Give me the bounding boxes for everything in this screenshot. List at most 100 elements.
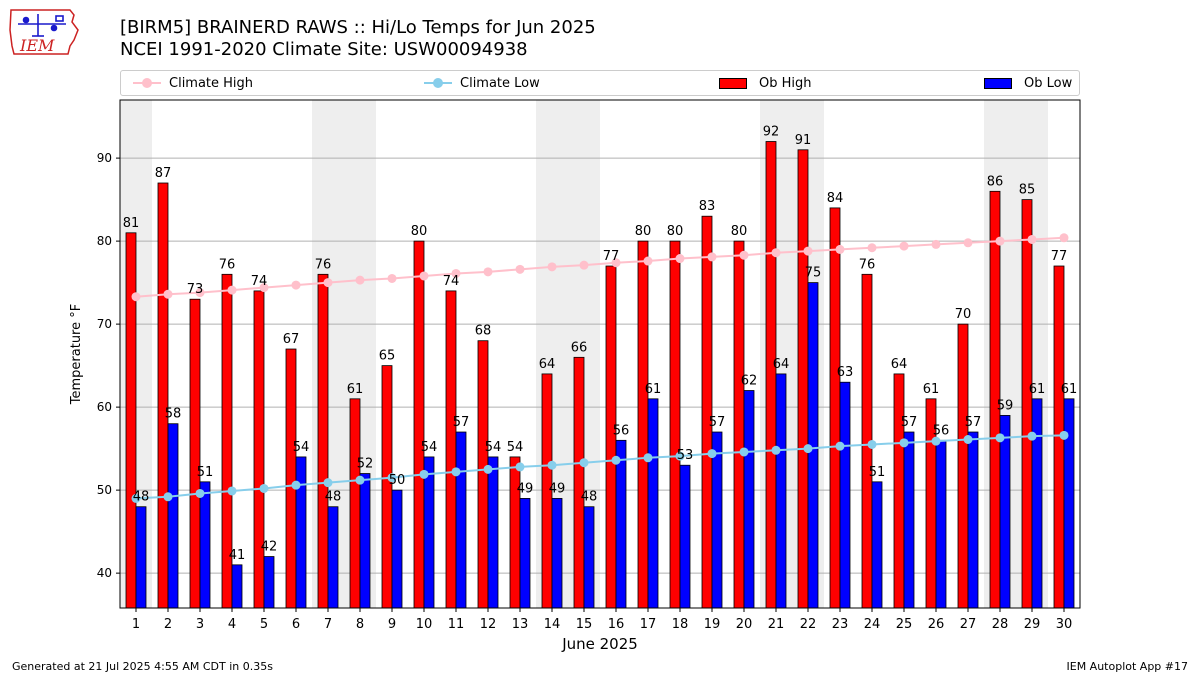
x-tick-label-4: 4 (228, 617, 236, 632)
ob-low-label-3: 51 (197, 465, 214, 480)
x-tick-label-14: 14 (544, 617, 561, 632)
x-tick-label-21: 21 (768, 617, 785, 632)
ob-low-label-18: 53 (677, 448, 694, 463)
ob-low-bar-6 (295, 456, 307, 609)
climate-low-line (135, 434, 1065, 500)
ob-low-bar-23 (839, 381, 851, 609)
ob-high-label-30: 77 (1051, 249, 1068, 264)
ob-low-bar-18 (679, 464, 691, 609)
ob-low-label-9: 50 (389, 473, 406, 488)
climate-low-point-27 (963, 434, 973, 444)
ob-low-bar-12 (487, 456, 499, 609)
x-tick-label-29: 29 (1024, 617, 1041, 632)
climate-high-point-29 (1027, 234, 1037, 244)
x-axis-label: June 2025 (561, 635, 638, 653)
x-tick-label-18: 18 (672, 617, 689, 632)
ob-high-label-17: 80 (635, 224, 652, 239)
ob-high-bar-13 (509, 456, 521, 609)
climate-low-point-10 (419, 469, 429, 479)
ob-high-bar-3 (189, 298, 201, 609)
x-tick-label-6: 6 (292, 617, 300, 632)
ob-high-bar-20 (733, 240, 745, 609)
ob-low-label-20: 62 (741, 374, 758, 389)
ob-high-label-22: 91 (795, 133, 812, 148)
x-tick-label-1: 1 (132, 617, 140, 632)
climate-high-point-25 (899, 241, 909, 251)
ob-low-bar-11 (455, 431, 467, 609)
ob-high-label-15: 66 (571, 340, 588, 355)
climate-high-point-5 (259, 283, 269, 293)
climate-low-point-24 (867, 439, 877, 449)
climate-low-point-26 (931, 436, 941, 446)
ob-high-label-2: 87 (155, 166, 172, 181)
climate-low-point-5 (259, 483, 269, 493)
legend-label-ob-low: Ob Low (1024, 75, 1073, 91)
climate-high-point-12 (483, 267, 493, 277)
climate-high-point-9 (387, 273, 397, 283)
ob-low-label-15: 48 (581, 490, 598, 505)
ob-high-bar-19 (701, 215, 713, 609)
ob-low-bar-2 (167, 423, 179, 609)
ob-low-label-23: 63 (837, 365, 854, 380)
climate-low-point-4 (227, 486, 237, 496)
ob-low-label-28: 59 (997, 398, 1014, 413)
ob-high-label-27: 70 (955, 307, 972, 322)
ob-low-label-29: 61 (1029, 382, 1046, 397)
x-tick-label-15: 15 (576, 617, 593, 632)
x-tick-label-2: 2 (164, 617, 172, 632)
ob-low-bar-4 (231, 564, 243, 609)
ob-high-label-14: 64 (539, 357, 556, 372)
x-tick-label-17: 17 (640, 617, 657, 632)
ob-low-label-11: 57 (453, 415, 470, 430)
ob-high-bar-6 (285, 348, 297, 609)
ob-low-bar-13 (519, 498, 531, 609)
y-tick-label-70: 70 (97, 317, 112, 331)
climate-low-point-15 (579, 458, 589, 468)
x-tick-label-8: 8 (356, 617, 364, 632)
ob-low-bar-9 (391, 489, 403, 609)
ob-high-label-18: 80 (667, 224, 684, 239)
climate-high-point-30 (1059, 233, 1069, 243)
chart-title: [BIRM5] BRAINERD RAWS :: Hi/Lo Temps for… (120, 17, 596, 38)
ob-high-label-24: 76 (859, 257, 876, 272)
climate-low-point-28 (995, 433, 1005, 443)
ob-high-label-20: 80 (731, 224, 748, 239)
climate-low-point-7 (323, 478, 333, 488)
ob-low-label-8: 52 (357, 457, 374, 472)
ob-low-bar-14 (551, 498, 563, 609)
legend-item-climate-high: Climate High (133, 74, 253, 92)
climate-high-point-21 (771, 248, 781, 258)
ob-low-label-17: 61 (645, 382, 662, 397)
climate-high-point-22 (803, 246, 813, 256)
climate-low-point-3 (195, 488, 205, 498)
ob-high-label-4: 76 (219, 257, 236, 272)
ob-high-label-11: 74 (443, 274, 460, 289)
footer-generated-text: Generated at 21 Jul 2025 4:55 AM CDT in … (12, 660, 273, 673)
ob-high-label-28: 86 (987, 174, 1004, 189)
ob-low-label-1: 48 (133, 490, 150, 505)
climate-low-point-19 (707, 449, 717, 459)
climate-high-point-27 (963, 238, 973, 248)
x-tick-label-24: 24 (864, 617, 881, 632)
climate-high-point-18 (675, 254, 685, 264)
ob-low-bar-29 (1031, 398, 1043, 609)
weather-station-icon (18, 14, 66, 37)
ob-low-bar-27 (967, 431, 979, 609)
climate-low-point-17 (643, 453, 653, 463)
climate-low-point-8 (355, 475, 365, 485)
ob-high-label-1: 81 (123, 216, 140, 231)
ob-low-bar-28 (999, 415, 1011, 609)
x-tick-label-20: 20 (736, 617, 753, 632)
climate-low-point-1 (131, 493, 141, 503)
climate-high-point-4 (227, 285, 237, 295)
ob-low-bar-7 (327, 506, 339, 609)
ob-low-label-27: 57 (965, 415, 982, 430)
climate-low-point-22 (803, 444, 813, 454)
climate-low-point-30 (1059, 430, 1069, 440)
ob-high-bar-25 (893, 373, 905, 609)
ob-low-bar-26 (935, 439, 947, 609)
iem-logo: IEM (9, 9, 79, 55)
climate-high-point-8 (355, 275, 365, 285)
climate-high-point-1 (131, 292, 141, 302)
